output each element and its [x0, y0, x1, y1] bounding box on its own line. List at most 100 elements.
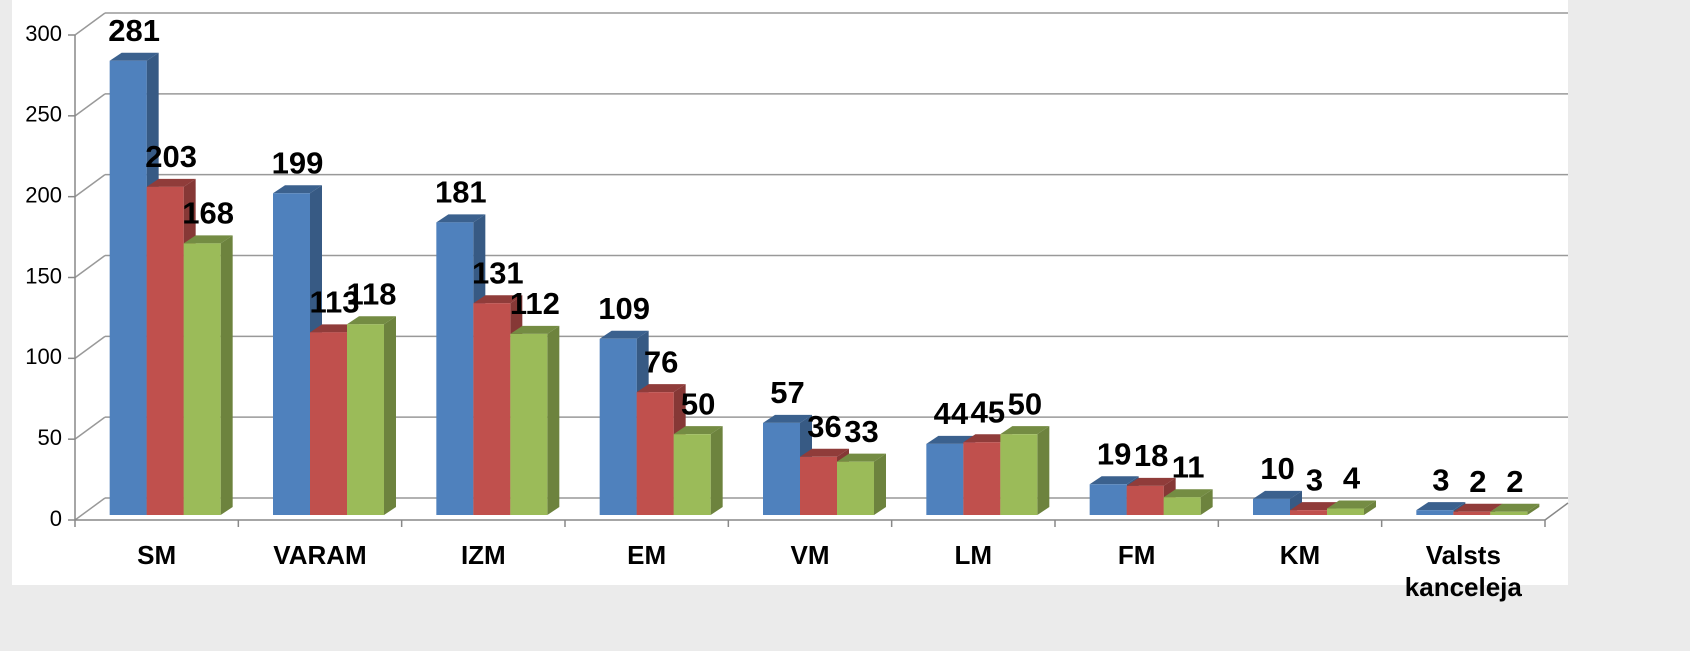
bar-top — [1253, 490, 1302, 499]
bar-top — [146, 178, 196, 187]
bar-side — [220, 235, 233, 515]
bar-top — [636, 384, 686, 393]
value-label: 181 — [435, 175, 487, 210]
bar — [473, 303, 511, 515]
bar — [1253, 498, 1290, 515]
bar-top — [926, 435, 976, 444]
bar-side — [1364, 500, 1376, 515]
bar-side — [1037, 426, 1050, 515]
bar-top — [310, 324, 359, 333]
y-tick-label: 150 — [25, 263, 62, 288]
value-label: 36 — [807, 409, 841, 444]
y-tick-label: 50 — [38, 425, 62, 450]
bar — [1490, 511, 1528, 515]
grid-line — [74, 254, 106, 279]
grid-line — [74, 497, 106, 521]
bar-top — [1453, 503, 1503, 512]
bar-top — [1163, 489, 1213, 498]
bar-side — [710, 426, 723, 515]
value-label: 50 — [681, 386, 715, 421]
value-label: 2 — [1469, 464, 1486, 499]
value-label: 57 — [770, 375, 804, 410]
x-tick-label: SM — [137, 540, 176, 570]
y-tick-label: 100 — [25, 344, 62, 369]
grid-line — [74, 335, 106, 359]
value-label: 281 — [108, 13, 160, 48]
value-label: 113 — [309, 285, 359, 320]
bar-top — [1416, 502, 1466, 511]
bar-top — [1327, 500, 1376, 509]
bar — [636, 392, 674, 515]
bar — [1290, 510, 1327, 515]
bar — [837, 461, 874, 515]
bar-top — [273, 185, 322, 194]
value-label: 2 — [1506, 464, 1523, 499]
value-label: 50 — [1008, 386, 1042, 421]
bar-top — [510, 325, 560, 334]
bar-side — [547, 325, 560, 515]
bar-top — [963, 434, 1013, 443]
x-tick-label: KM — [1280, 540, 1320, 570]
bar — [800, 456, 837, 515]
value-label: 4 — [1343, 461, 1361, 496]
value-label: 3 — [1306, 462, 1323, 497]
bar-top — [473, 295, 523, 304]
bar — [510, 333, 548, 515]
value-label: 45 — [971, 394, 1005, 429]
value-label: 131 — [472, 255, 524, 290]
bar — [599, 338, 637, 515]
x-tick-label: FM — [1118, 540, 1156, 570]
bar-top — [1490, 503, 1540, 512]
bar-top — [1089, 476, 1139, 485]
bar-top — [1000, 426, 1050, 435]
bar — [183, 243, 221, 515]
bar-top — [837, 453, 886, 462]
bar-top — [436, 214, 486, 223]
bar-side — [1527, 503, 1540, 515]
bar-top — [800, 448, 849, 457]
x-tick-label: EM — [627, 540, 666, 570]
bar-side — [874, 453, 886, 515]
bar — [1453, 511, 1491, 515]
value-label: 203 — [145, 139, 197, 174]
value-label: 33 — [844, 414, 878, 449]
bar — [436, 222, 474, 515]
y-tick-label: 250 — [25, 102, 62, 127]
value-label: 44 — [934, 396, 969, 431]
bar-top — [1290, 502, 1339, 511]
bar — [310, 332, 347, 515]
floor-edge — [1544, 502, 1569, 521]
grid-line — [74, 93, 106, 117]
x-tick-label: VM — [791, 540, 830, 570]
bar — [273, 193, 310, 516]
value-label: 19 — [1097, 436, 1131, 471]
bar-top — [763, 414, 812, 423]
x-tick-label: VARAM — [273, 540, 366, 570]
grid-line — [74, 174, 106, 198]
bar-side — [384, 316, 396, 515]
value-label: 199 — [272, 145, 324, 180]
bar-top — [109, 52, 159, 61]
bar — [763, 422, 800, 515]
bar — [1163, 497, 1201, 515]
y-tick-label: 300 — [25, 21, 62, 46]
bar — [1327, 508, 1364, 515]
bar — [347, 324, 384, 515]
value-label: 18 — [1134, 438, 1168, 473]
bar — [673, 434, 711, 515]
x-tick-label: LM — [955, 540, 993, 570]
y-tick-label: 200 — [25, 182, 62, 207]
bar — [1000, 434, 1038, 515]
bar — [1126, 485, 1164, 515]
value-label: 168 — [182, 196, 234, 231]
y-tick-label: 0 — [50, 506, 62, 531]
bar — [926, 443, 964, 515]
value-label: 118 — [346, 276, 396, 311]
value-label: 3 — [1432, 462, 1449, 497]
x-tick-label: Valsts kanceleja — [1405, 540, 1523, 602]
bar-top — [183, 235, 233, 244]
bar-side — [1200, 489, 1213, 515]
bar — [1089, 484, 1127, 515]
